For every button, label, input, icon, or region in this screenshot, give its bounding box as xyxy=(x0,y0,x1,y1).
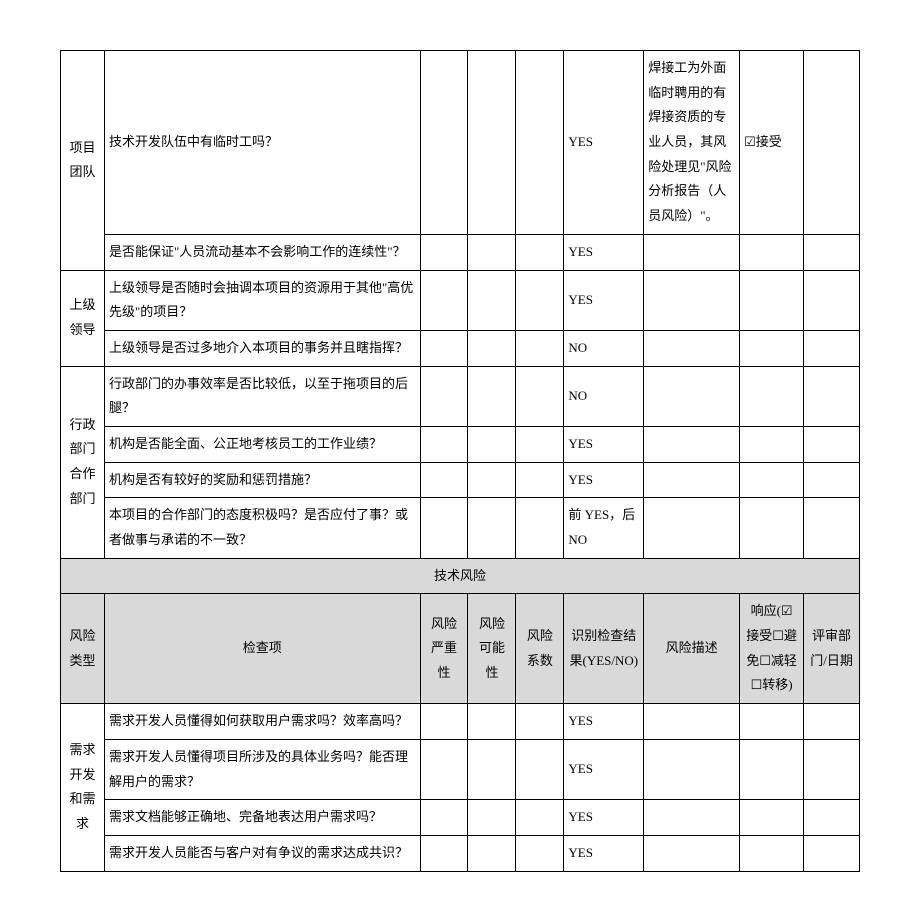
table-row: 需求开发人员能否与客户对有争议的需求达成共识？ YES xyxy=(61,835,860,871)
risk-table: 项目团队 技术开发队伍中有临时工吗？ YES 焊接工为外面临时聘用的有焊接资质的… xyxy=(60,50,860,872)
cell-result: YES xyxy=(564,800,644,836)
cell-question: 机构是否能全面、公正地考核员工的工作业绩？ xyxy=(104,426,420,462)
cell-result: YES xyxy=(564,835,644,871)
table-row: 需求开发和需求 需求开发人员懂得如何获取用户需求吗？效率高吗？ YES xyxy=(61,704,860,740)
cell-result: NO xyxy=(564,330,644,366)
group-req: 需求开发和需求 xyxy=(61,704,105,871)
cell-severity xyxy=(420,51,468,235)
table-row: 项目团队 技术开发队伍中有临时工吗？ YES 焊接工为外面临时聘用的有焊接资质的… xyxy=(61,51,860,235)
cell-question: 需求文档能够正确地、完备地表达用户需求吗？ xyxy=(104,800,420,836)
table-row: 机构是否有较好的奖励和惩罚措施？ YES xyxy=(61,462,860,498)
table-row: 是否能保证"人员流动基本不会影响工作的连续性"？ YES xyxy=(61,234,860,270)
section-title: 技术风险 xyxy=(61,558,860,594)
cell-coefficient xyxy=(516,51,564,235)
cell-result: 前 YES，后NO xyxy=(564,498,644,558)
col-severity: 风险严重性 xyxy=(420,594,468,704)
cell-question: 需求开发人员能否与客户对有争议的需求达成共识？ xyxy=(104,835,420,871)
table-row: 行政部门合作部门 行政部门的办事效率是否比较低，以至于拖项目的后腿？ NO xyxy=(61,366,860,426)
table-row: 上级领导是否过多地介入本项目的事务并且瞎指挥？ NO xyxy=(61,330,860,366)
col-risk-type: 风险类型 xyxy=(61,594,105,704)
group-team: 项目团队 xyxy=(61,51,105,271)
cell-question: 是否能保证"人员流动基本不会影响工作的连续性"？ xyxy=(104,234,420,270)
col-check-item: 检查项 xyxy=(104,594,420,704)
cell-result: YES xyxy=(564,426,644,462)
cell-question: 技术开发队伍中有临时工吗？ xyxy=(104,51,420,235)
cell-question: 上级领导是否过多地介入本项目的事务并且瞎指挥？ xyxy=(104,330,420,366)
col-response: 响应(☑接受☐避免☐减轻☐转移) xyxy=(740,594,804,704)
cell-result: YES xyxy=(564,704,644,740)
table-row: 本项目的合作部门的态度积极吗？是否应付了事？或者做事与承诺的不一致？ 前 YES… xyxy=(61,498,860,558)
cell-result: YES xyxy=(564,739,644,799)
cell-result: YES xyxy=(564,234,644,270)
col-coefficient: 风险系数 xyxy=(516,594,564,704)
cell-result: YES xyxy=(564,462,644,498)
column-header-row: 风险类型 检查项 风险严重性 风险可能性 风险系数 识别检查结果(YES/NO)… xyxy=(61,594,860,704)
col-review: 评审部门/日期 xyxy=(804,594,860,704)
cell-probability xyxy=(468,51,516,235)
cell-question: 行政部门的办事效率是否比较低，以至于拖项目的后腿？ xyxy=(104,366,420,426)
cell-review xyxy=(804,51,860,235)
cell-result: YES xyxy=(564,51,644,235)
cell-question: 本项目的合作部门的态度积极吗？是否应付了事？或者做事与承诺的不一致？ xyxy=(104,498,420,558)
cell-question: 上级领导是否随时会抽调本项目的资源用于其他"高优先级"的项目？ xyxy=(104,270,420,330)
cell-result: YES xyxy=(564,270,644,330)
col-result: 识别检查结果(YES/NO) xyxy=(564,594,644,704)
cell-response: ☑接受 xyxy=(740,51,804,235)
col-description: 风险描述 xyxy=(644,594,740,704)
group-admin-coop: 行政部门合作部门 xyxy=(61,366,105,558)
table-row: 需求文档能够正确地、完备地表达用户需求吗？ YES xyxy=(61,800,860,836)
cell-question: 机构是否有较好的奖励和惩罚措施？ xyxy=(104,462,420,498)
col-probability: 风险可能性 xyxy=(468,594,516,704)
table-row: 上级领导 上级领导是否随时会抽调本项目的资源用于其他"高优先级"的项目？ YES xyxy=(61,270,860,330)
section-header-tech: 技术风险 xyxy=(61,558,860,594)
table-row: 机构是否能全面、公正地考核员工的工作业绩？ YES xyxy=(61,426,860,462)
cell-result: NO xyxy=(564,366,644,426)
cell-question: 需求开发人员懂得项目所涉及的具体业务吗？能否理解用户的需求？ xyxy=(104,739,420,799)
cell-description: 焊接工为外面临时聘用的有焊接资质的专业人员，其风险处理见"风险分析报告（人员风险… xyxy=(644,51,740,235)
group-leader: 上级领导 xyxy=(61,270,105,366)
cell-question: 需求开发人员懂得如何获取用户需求吗？效率高吗？ xyxy=(104,704,420,740)
table-row: 需求开发人员懂得项目所涉及的具体业务吗？能否理解用户的需求？ YES xyxy=(61,739,860,799)
